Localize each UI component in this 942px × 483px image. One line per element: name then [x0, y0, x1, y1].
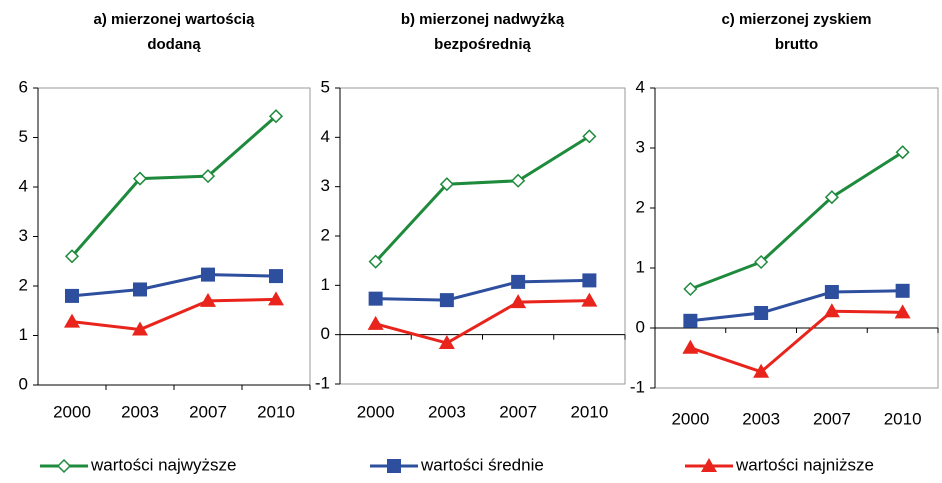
x-tick-label: 2010 [570, 402, 608, 421]
marker [439, 293, 454, 308]
y-tick-label: 3 [636, 137, 645, 156]
chart-title: bezpośrednią [434, 36, 531, 53]
y-tick-label: 1 [321, 275, 330, 294]
marker [133, 282, 147, 297]
legend-label: wartości najniższe [735, 455, 874, 474]
x-tick-label: 2007 [499, 402, 537, 421]
marker [439, 177, 454, 192]
marker [895, 283, 910, 298]
x-tick-label: 2010 [257, 402, 295, 421]
y-tick-label: 5 [19, 127, 28, 146]
y-tick-label: 0 [321, 324, 330, 343]
legend-label: wartości średnie [420, 455, 544, 474]
marker [64, 313, 80, 328]
marker [511, 274, 526, 289]
marker [701, 458, 717, 472]
marker [132, 321, 148, 336]
marker [895, 145, 910, 160]
y-tick-label: -1 [315, 373, 330, 392]
x-tick-label: 2003 [742, 409, 780, 428]
legend-label: wartości najwyższe [90, 455, 237, 474]
chart-title: dodaną [147, 36, 201, 53]
marker [581, 292, 598, 307]
x-tick-label: 2007 [189, 402, 227, 421]
y-tick-label: 2 [19, 275, 28, 294]
y-tick-label: 4 [19, 176, 28, 195]
y-tick-label: 5 [321, 77, 330, 96]
marker [269, 269, 283, 284]
marker [894, 304, 911, 319]
marker [367, 315, 384, 330]
marker [582, 273, 597, 288]
marker [64, 249, 80, 264]
series-line [374, 135, 591, 263]
marker [683, 281, 698, 297]
marker [268, 109, 284, 124]
marker [368, 291, 383, 306]
y-tick-label: 4 [636, 77, 645, 96]
y-tick-label: 6 [19, 77, 28, 96]
y-tick-label: 4 [321, 127, 330, 146]
series-line [689, 150, 904, 291]
y-tick-label: 0 [19, 374, 28, 393]
x-tick-label: 2010 [884, 409, 922, 428]
y-tick-label: 1 [636, 257, 645, 276]
x-tick-label: 2007 [813, 409, 851, 428]
marker [65, 288, 79, 303]
y-tick-label: 2 [636, 197, 645, 216]
y-tick-label: -1 [630, 377, 645, 396]
chart-title: a) mierzonej wartością [94, 11, 256, 28]
series-line [71, 297, 277, 332]
marker [200, 169, 216, 184]
series-line [70, 115, 277, 258]
series-line [689, 309, 903, 374]
chart-title: b) mierzonej nadwyżką [401, 11, 565, 28]
marker [438, 335, 455, 350]
marker [824, 190, 839, 205]
y-tick-label: 3 [321, 176, 330, 195]
marker [582, 129, 597, 144]
marker [683, 313, 698, 328]
marker [824, 285, 839, 299]
marker [682, 339, 699, 354]
series-line [375, 299, 590, 345]
x-tick-label: 2000 [671, 409, 709, 428]
marker [132, 171, 148, 186]
series-line [690, 289, 903, 323]
y-tick-label: 2 [321, 225, 330, 244]
marker [268, 291, 284, 306]
y-tick-label: 1 [19, 325, 28, 344]
x-tick-label: 2003 [121, 402, 159, 421]
chart-title: c) mierzonej zyskiem [721, 11, 871, 28]
marker [754, 306, 769, 320]
marker [387, 459, 401, 473]
series-line [375, 278, 590, 302]
x-tick-label: 2003 [428, 402, 466, 421]
plot-frame [37, 87, 311, 386]
marker [56, 458, 72, 474]
y-tick-label: 0 [636, 317, 645, 336]
x-tick-label: 2000 [357, 402, 395, 421]
marker [754, 254, 769, 270]
marker [510, 294, 527, 309]
marker [511, 173, 526, 188]
marker [753, 363, 770, 378]
x-tick-label: 2000 [53, 402, 91, 421]
series-line [71, 273, 277, 298]
y-tick-label: 3 [19, 226, 28, 245]
marker [200, 292, 216, 307]
marker [368, 254, 383, 269]
marker [823, 303, 840, 318]
marker [201, 267, 215, 282]
chart-title: brutto [775, 36, 818, 53]
